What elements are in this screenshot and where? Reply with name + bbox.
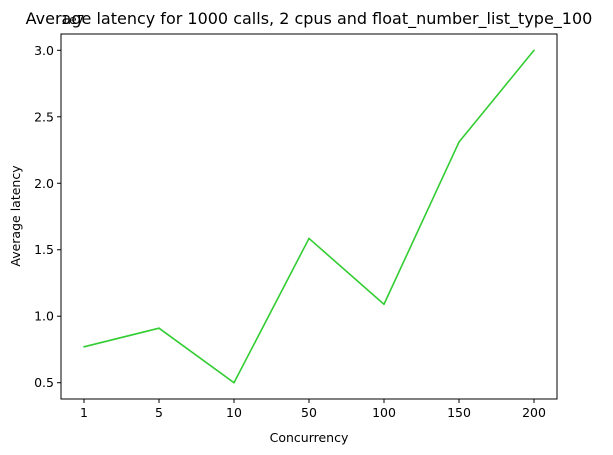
chart-title: Average latency for 1000 calls, 2 cpus a… bbox=[26, 9, 593, 29]
x-tick-label: 50 bbox=[301, 405, 317, 420]
data-point bbox=[158, 327, 160, 329]
y-tick-label: 3.0 bbox=[34, 43, 54, 58]
x-tick-label: 1 bbox=[80, 405, 88, 420]
data-point bbox=[308, 237, 310, 240]
x-tick-label: 100 bbox=[372, 405, 396, 420]
x-tick-label: 5 bbox=[155, 405, 163, 420]
y-tick-label: 2.5 bbox=[34, 109, 54, 124]
data-point bbox=[233, 381, 235, 384]
x-axis-ticks: 1 5 10 50 100 150 200 bbox=[80, 399, 546, 420]
y-axis-label: Average latency bbox=[8, 165, 23, 267]
y-offset-label: 1e7 bbox=[61, 12, 85, 27]
y-axis-ticks: 0.5 1.0 1.5 2.0 2.5 3.0 bbox=[34, 43, 61, 390]
data-point bbox=[458, 141, 460, 143]
data-point bbox=[533, 49, 535, 52]
y-tick-label: 1.0 bbox=[34, 309, 54, 324]
x-tick-label: 150 bbox=[447, 405, 471, 420]
data-point bbox=[383, 303, 385, 306]
x-tick-label: 200 bbox=[522, 405, 546, 420]
y-tick-label: 2.0 bbox=[34, 176, 54, 191]
data-point bbox=[83, 346, 85, 348]
plot-area bbox=[83, 49, 535, 384]
x-axis-label: Concurrency bbox=[270, 430, 349, 445]
y-tick-label: 1.5 bbox=[34, 242, 54, 257]
y-tick-label: 0.5 bbox=[34, 375, 54, 390]
x-tick-label: 10 bbox=[226, 405, 242, 420]
